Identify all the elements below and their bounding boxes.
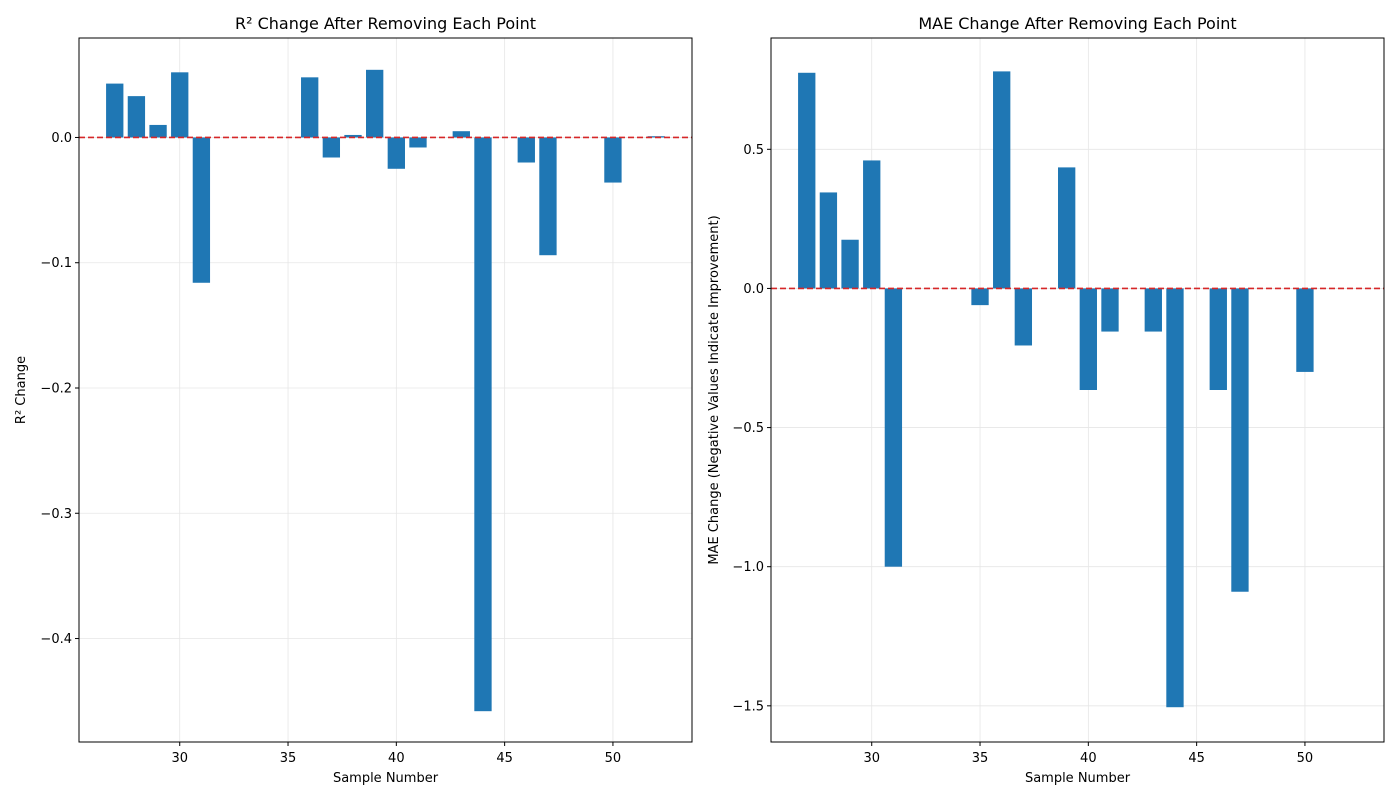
r2-change-chart: R² Change After Removing Each Point Samp… <box>14 14 693 786</box>
bar-sample-43 <box>452 131 470 138</box>
bar-sample-40 <box>1079 288 1097 390</box>
bar-sample-46 <box>517 137 535 163</box>
bar-sample-36 <box>301 77 319 138</box>
x-tick-label: 35 <box>972 751 989 766</box>
x-tick-label: 35 <box>280 751 297 766</box>
x-tick-label: 50 <box>1297 751 1314 766</box>
y-axis-label: MAE Change (Negative Values Indicate Imp… <box>707 215 722 564</box>
y-tick-label: −1.5 <box>732 699 764 714</box>
bar-sample-35 <box>971 288 989 306</box>
bar-sample-44 <box>1166 288 1184 708</box>
plot-frame <box>770 37 1385 743</box>
y-tick-label: −1.0 <box>732 560 764 575</box>
bar-sample-41 <box>1101 288 1119 332</box>
x-tick-label: 40 <box>388 751 405 766</box>
chart-title: R² Change After Removing Each Point <box>235 14 536 33</box>
plot-frame <box>78 37 693 743</box>
bar-sample-30 <box>863 160 881 289</box>
bar-sample-27 <box>106 83 124 138</box>
x-tick-label: 50 <box>605 751 622 766</box>
bar-sample-31 <box>884 288 903 567</box>
y-tick-label: −0.4 <box>40 632 72 647</box>
bar-sample-41 <box>409 137 427 148</box>
x-tick-label: 45 <box>496 751 513 766</box>
bar-sample-39 <box>366 69 384 138</box>
bar-sample-40 <box>387 137 405 169</box>
y-tick-label: 0.0 <box>743 282 764 297</box>
bar-sample-28 <box>127 96 146 138</box>
y-tick-label: −0.2 <box>40 381 72 396</box>
bar-sample-46 <box>1209 288 1227 390</box>
bar-sample-47 <box>539 137 557 256</box>
bar-sample-36 <box>993 71 1011 289</box>
y-tick-label: 0.5 <box>743 143 764 158</box>
bar-sample-50 <box>604 137 622 183</box>
chart-title: MAE Change After Removing Each Point <box>918 14 1236 33</box>
bar-sample-29 <box>149 124 167 138</box>
x-tick-label: 30 <box>863 751 880 766</box>
y-tick-label: −0.1 <box>40 256 72 271</box>
bar-sample-50 <box>1296 288 1314 372</box>
y-tick-label: −0.5 <box>732 421 764 436</box>
bar-sample-37 <box>1014 288 1033 346</box>
bar-sample-47 <box>1231 288 1249 592</box>
y-axis-label: R² Change <box>14 356 29 424</box>
x-tick-label: 40 <box>1080 751 1097 766</box>
x-axis-label: Sample Number <box>1025 771 1131 786</box>
x-axis-label: Sample Number <box>333 771 439 786</box>
mae-change-chart: MAE Change After Removing Each Point Sam… <box>707 14 1385 786</box>
y-tick-label: 0.0 <box>51 131 72 146</box>
bar-sample-31 <box>192 137 211 283</box>
bar-sample-27 <box>798 72 816 289</box>
bar-sample-38 <box>344 134 362 138</box>
x-tick-label: 30 <box>171 751 188 766</box>
bar-sample-39 <box>1058 167 1076 289</box>
bar-sample-37 <box>322 137 341 158</box>
bar-sample-44 <box>474 137 492 712</box>
y-tick-label: −0.3 <box>40 507 72 522</box>
bar-sample-43 <box>1144 288 1162 332</box>
bar-sample-30 <box>171 72 189 138</box>
bar-sample-28 <box>819 192 838 289</box>
bar-sample-29 <box>841 239 859 289</box>
x-tick-label: 45 <box>1188 751 1205 766</box>
